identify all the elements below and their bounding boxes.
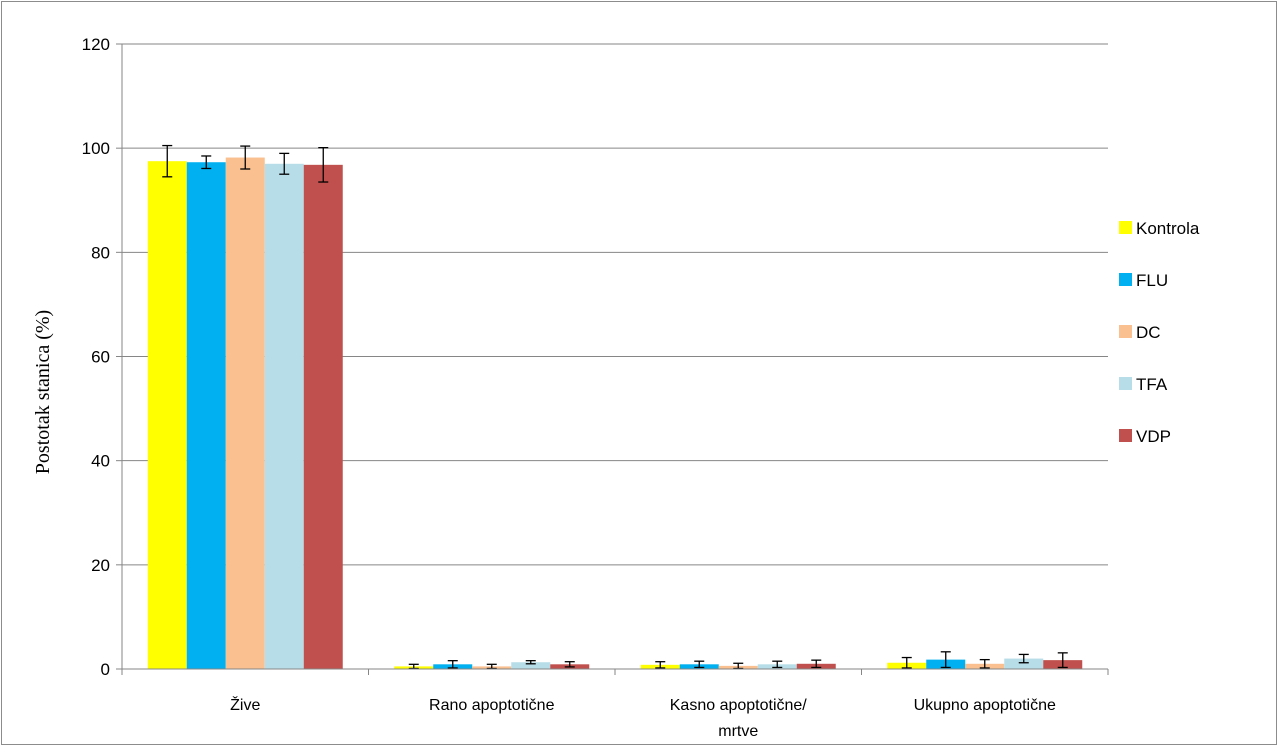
- y-tick-label: 80: [91, 243, 110, 262]
- legend-swatch: [1119, 221, 1132, 234]
- y-tick-label: 20: [91, 556, 110, 575]
- category-label: Ukupno apoptotične: [914, 697, 1056, 714]
- y-tick-label: 60: [91, 348, 110, 367]
- y-axis-title: Postotak stanica (%): [32, 310, 54, 474]
- legend-label: DC: [1136, 323, 1161, 342]
- y-tick-label: 0: [101, 660, 110, 679]
- bars: [147, 157, 1083, 670]
- bar: [303, 164, 343, 670]
- legend-swatch: [1119, 325, 1132, 338]
- bar: [225, 157, 265, 669]
- category-label: Rano apoptotične: [429, 697, 555, 714]
- legend-swatch: [1119, 377, 1132, 390]
- axes: [121, 44, 1109, 675]
- legend-label: VDP: [1136, 427, 1171, 446]
- bar: [264, 163, 304, 669]
- legend-label: Kontrola: [1136, 219, 1200, 238]
- legend-label: TFA: [1136, 375, 1168, 394]
- error-bars: [162, 144, 1068, 670]
- legend-swatch: [1119, 273, 1132, 286]
- legend: Kontrola FLU DC TFA VDP: [1119, 219, 1200, 446]
- bar: [1004, 658, 1044, 669]
- x-axis-categories: Žive Rano apoptotične Kasno apoptotične/mr…: [230, 695, 1056, 740]
- y-axis-ticks: 0 20 40 60 80 100 120: [82, 35, 122, 679]
- bar: [147, 161, 187, 669]
- bar: [186, 162, 226, 669]
- legend-swatch: [1119, 429, 1132, 442]
- bar: [511, 662, 551, 669]
- category-label: Žive: [230, 695, 260, 714]
- legend-label: FLU: [1136, 271, 1168, 290]
- y-tick-label: 40: [91, 452, 110, 471]
- y-tick-label: 120: [82, 35, 110, 54]
- category-label: mrtve: [718, 723, 758, 740]
- category-label: Kasno apoptotične/: [670, 697, 808, 714]
- y-tick-label: 100: [82, 139, 110, 158]
